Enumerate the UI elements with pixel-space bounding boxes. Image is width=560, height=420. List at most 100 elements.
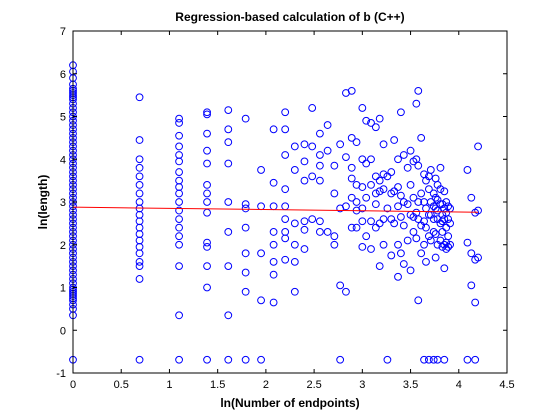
data-point bbox=[412, 234, 421, 243]
data-point bbox=[308, 172, 317, 181]
y-tick-label: 0 bbox=[60, 325, 66, 337]
data-point bbox=[290, 240, 299, 249]
data-point bbox=[135, 155, 144, 164]
data-point bbox=[422, 223, 430, 232]
data-point bbox=[440, 240, 449, 249]
data-point bbox=[429, 202, 438, 211]
data-point bbox=[175, 131, 183, 140]
data-point bbox=[438, 242, 447, 251]
data-point bbox=[409, 193, 418, 202]
data-point bbox=[375, 219, 384, 228]
data-point bbox=[347, 223, 356, 232]
x-tick-label: 4 bbox=[456, 379, 462, 391]
data-point bbox=[203, 283, 211, 292]
data-point bbox=[463, 355, 472, 364]
data-point bbox=[399, 151, 408, 159]
data-point bbox=[362, 193, 371, 202]
data-point bbox=[224, 355, 233, 364]
data-point bbox=[323, 146, 332, 155]
data-point bbox=[440, 355, 449, 364]
data-point bbox=[175, 355, 183, 364]
y-ticks: -1 0 1 2 3 4 5 6 7 bbox=[56, 26, 507, 380]
data-point bbox=[241, 249, 250, 258]
data-point bbox=[336, 140, 345, 149]
y-tick-label: 6 bbox=[60, 69, 66, 81]
data-point bbox=[417, 133, 426, 142]
x-tick-label: 2.5 bbox=[306, 379, 321, 391]
data-point bbox=[281, 108, 290, 117]
data-point bbox=[175, 119, 183, 127]
data-point bbox=[426, 166, 435, 174]
y-tick-label: -1 bbox=[56, 368, 66, 380]
data-point bbox=[394, 202, 402, 211]
data-point bbox=[444, 242, 453, 251]
data-point bbox=[375, 187, 384, 196]
data-point bbox=[362, 232, 371, 241]
data-point bbox=[474, 142, 482, 151]
regression-line bbox=[72, 206, 479, 213]
data-point bbox=[431, 193, 440, 202]
data-point bbox=[241, 287, 250, 296]
data-point bbox=[281, 215, 290, 224]
data-point bbox=[409, 228, 418, 236]
data-point bbox=[347, 86, 356, 95]
data-point bbox=[300, 176, 309, 185]
data-point bbox=[269, 125, 278, 134]
data-point bbox=[203, 146, 211, 155]
data-point bbox=[375, 262, 384, 271]
data-point bbox=[403, 200, 412, 209]
data-point bbox=[224, 159, 233, 168]
data-point bbox=[433, 206, 442, 215]
data-point bbox=[471, 355, 480, 364]
x-tick-label: 0 bbox=[70, 379, 76, 391]
y-axis-label: ln(length) bbox=[36, 175, 50, 230]
data-point bbox=[175, 240, 183, 249]
data-point bbox=[241, 223, 250, 232]
data-point bbox=[269, 270, 278, 279]
data-point bbox=[224, 138, 233, 147]
data-point bbox=[281, 234, 290, 243]
data-point bbox=[424, 185, 433, 194]
data-point bbox=[175, 223, 183, 232]
data-point bbox=[367, 119, 375, 127]
data-point bbox=[444, 215, 453, 224]
data-point bbox=[371, 223, 380, 232]
data-point bbox=[257, 166, 265, 174]
data-point bbox=[315, 161, 324, 170]
data-point bbox=[175, 157, 183, 166]
data-point bbox=[446, 219, 454, 228]
data-point bbox=[241, 204, 250, 213]
data-point bbox=[300, 245, 309, 253]
data-point bbox=[224, 106, 233, 114]
data-point bbox=[269, 240, 278, 249]
data-point bbox=[442, 223, 451, 232]
data-point bbox=[397, 108, 405, 117]
data-point bbox=[431, 230, 440, 238]
data-point bbox=[379, 185, 388, 194]
data-point bbox=[135, 163, 144, 172]
y-tick-label: 2 bbox=[60, 240, 66, 252]
data-point bbox=[342, 287, 350, 296]
data-point bbox=[308, 104, 317, 112]
data-point bbox=[241, 200, 250, 209]
data-point bbox=[269, 257, 278, 266]
y-tick-label: 7 bbox=[60, 26, 66, 38]
data-point bbox=[257, 355, 265, 364]
data-point bbox=[358, 104, 367, 112]
data-point bbox=[417, 189, 426, 198]
data-point bbox=[347, 163, 356, 172]
data-point bbox=[446, 240, 454, 249]
data-point bbox=[175, 142, 183, 151]
data-point bbox=[342, 153, 350, 162]
data-point bbox=[390, 187, 399, 196]
data-point bbox=[203, 189, 211, 198]
data-point bbox=[175, 215, 183, 224]
fit-layer bbox=[72, 206, 479, 213]
data-point bbox=[463, 238, 472, 247]
data-point bbox=[241, 355, 250, 364]
data-point bbox=[429, 215, 438, 224]
data-point bbox=[422, 257, 430, 266]
data-point bbox=[175, 168, 183, 176]
data-point bbox=[414, 296, 423, 305]
data-point bbox=[436, 185, 445, 194]
